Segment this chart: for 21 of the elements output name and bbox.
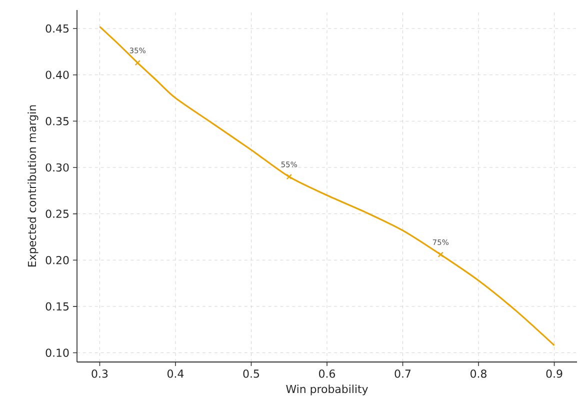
x-tick-label: 0.5	[243, 370, 259, 378]
y-tick-label: 0.10	[46, 348, 69, 357]
y-tick-label: 0.45	[46, 24, 69, 33]
point	[134, 60, 140, 66]
y-tick-label: 0.25	[46, 210, 69, 218]
x-tick-label: 0.7	[394, 370, 411, 378]
x-tick-label: 0.4	[167, 370, 184, 378]
y-tick-label: 0.20	[46, 256, 69, 264]
y-tick-label: 0.35	[46, 117, 69, 126]
point	[286, 174, 292, 180]
y-tick-label: 0.30	[46, 163, 69, 172]
y-tick-label: 0.15	[46, 302, 69, 311]
y-tick-label: 0.40	[46, 70, 69, 79]
x-tick-label: 0.8	[470, 370, 486, 378]
x-tick-label: 0.3	[92, 370, 108, 378]
x-axis-title: Win probability	[286, 384, 368, 396]
x-tick-label: 0.9	[546, 370, 562, 378]
x-tick-label: 0.6	[319, 370, 336, 378]
point	[438, 252, 444, 258]
line-series	[98, 26, 556, 346]
y-axis-title: Expected contribution margin	[28, 105, 38, 267]
